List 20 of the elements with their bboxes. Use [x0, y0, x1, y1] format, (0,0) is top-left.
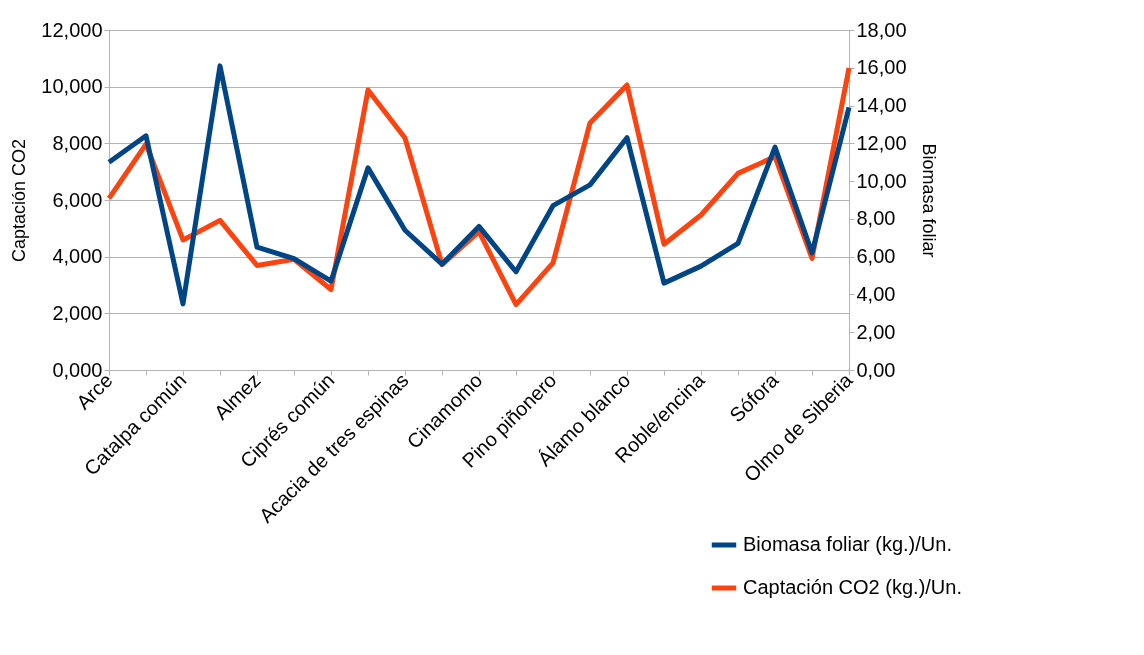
y-tick-label: 12,000	[41, 18, 103, 41]
y2-tick-label: 12,00	[856, 131, 907, 154]
y2-tick-label: 8,00	[856, 207, 896, 230]
legend-label: Captación CO2 (kg.)/Un.	[743, 576, 962, 598]
y2-axis-title: Biomasa foliar	[918, 143, 939, 258]
y2-tick-label: 4,00	[856, 282, 896, 305]
y2-tick-label: 0,00	[856, 358, 896, 381]
y-tick-label: 4,000	[52, 245, 103, 268]
y2-tick-label: 14,00	[856, 94, 907, 117]
y-axis-title: Captación CO2	[9, 138, 30, 263]
y2-tick-label: 2,00	[856, 320, 896, 343]
y2-tick-label: 6,00	[856, 245, 896, 268]
y-tick-label: 8,000	[52, 131, 103, 154]
y-tick-label: 2,000	[52, 301, 103, 324]
y-tick-label: 6,000	[52, 188, 103, 211]
y-tick-label: 10,000	[41, 75, 103, 98]
y2-tick-label: 18,00	[856, 18, 907, 41]
y2-tick-label: 10,00	[856, 169, 907, 192]
y2-tick-label: 16,00	[856, 56, 907, 79]
legend-label: Biomasa foliar (kg.)/Un.	[743, 533, 952, 555]
